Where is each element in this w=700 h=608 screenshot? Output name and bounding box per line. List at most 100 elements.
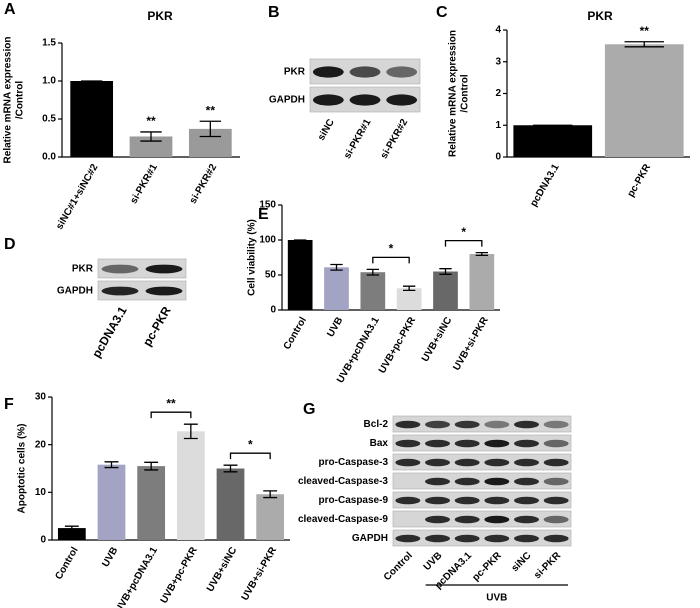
bar (57, 528, 86, 540)
x-tick-label: UVB+siNC (205, 545, 239, 594)
bar (70, 81, 114, 157)
x-tick-label: pc-PKR (626, 162, 654, 199)
y-tick-label: 150 (259, 200, 276, 211)
blot-band (484, 458, 510, 467)
x-tick-label: Control (53, 545, 80, 581)
y-axis-label: /Control (460, 74, 471, 113)
blot-band (543, 439, 569, 448)
error-bar (223, 464, 238, 473)
blot-band (484, 420, 510, 429)
blot-lane-label: pc-PKR (140, 304, 174, 349)
x-tick-label: si-PKR#2 (188, 162, 220, 206)
chart-title: PKR (147, 9, 173, 23)
blot-band (543, 534, 569, 543)
bar (137, 466, 166, 540)
bar (396, 288, 422, 310)
error-bar (64, 525, 79, 531)
blot-band (514, 420, 539, 429)
significance: * (389, 242, 394, 256)
panel-label: C (436, 4, 448, 21)
blot-band (101, 286, 139, 296)
blot-lane-label: pc-PKR (470, 550, 504, 584)
y-tick-label: 1.0 (42, 76, 56, 87)
blot-row-label: cleaved-Caspase-3 (298, 476, 388, 487)
y-tick-label: 100 (259, 235, 276, 246)
y-tick-label: 2 (495, 88, 501, 99)
panel-label: E (258, 206, 269, 223)
blot-lane-label: si-PKR (532, 550, 564, 582)
error-bar (624, 41, 664, 48)
blot-lane-label: UVB (422, 550, 445, 573)
panel-label: D (4, 236, 16, 253)
blot-band (312, 66, 344, 78)
x-tick-label: UVB+siNC (420, 315, 454, 364)
blot-band (543, 477, 569, 486)
error-bar (402, 285, 416, 292)
error-bar (104, 461, 119, 469)
y-tick-label: 4 (495, 25, 501, 36)
blot-band (484, 496, 510, 505)
blot-band (349, 66, 381, 78)
panel-label: F (4, 396, 14, 413)
significance-bracket (444, 239, 483, 247)
error-bar (140, 131, 162, 142)
y-axis-label: Cell viability (%) (247, 219, 258, 296)
blot-band (425, 420, 450, 429)
blot-band (312, 94, 344, 106)
x-tick-label: UVB+pc-PKR (159, 545, 200, 606)
blot-band (386, 66, 418, 78)
blot-band (425, 496, 450, 505)
blot-band (484, 477, 510, 486)
blot-band (543, 515, 569, 524)
blot-lane-label: siNC (510, 550, 534, 574)
significance: * (248, 437, 253, 451)
y-axis-label: Apoptotic cells (%) (17, 423, 28, 513)
axis-line (281, 205, 500, 311)
blot-lane-label: pcDNA3.1 (89, 304, 130, 360)
error-bar (199, 120, 222, 138)
significance: ** (166, 396, 176, 410)
error-bar (183, 423, 198, 440)
panel-label: G (303, 401, 315, 418)
blot-band (514, 477, 539, 486)
x-tick-label: UVB+si-PKR (451, 315, 491, 373)
error-bar (366, 268, 380, 276)
significance-bracket (372, 256, 410, 264)
bar (324, 267, 349, 310)
significance: ** (146, 114, 156, 128)
blot-lane-label: si-PKR#1 (342, 117, 374, 161)
blot-band (454, 515, 480, 524)
bar (469, 254, 495, 310)
blot-band (395, 458, 421, 467)
blot-band (454, 477, 480, 486)
error-bar (330, 263, 343, 271)
bar (256, 494, 285, 540)
blot-row-label: PKR (72, 264, 94, 275)
x-tick-label: si-PKR#1 (128, 162, 160, 206)
y-axis-label: Relative mRNA expression (3, 37, 14, 164)
blot-lane-label: si-PKR#2 (379, 117, 411, 161)
y-tick-label: 3 (495, 56, 501, 67)
blot-band (386, 94, 418, 106)
blot-band (454, 458, 480, 467)
bar (513, 125, 593, 157)
bar (604, 44, 684, 157)
blot-band (101, 264, 139, 274)
blot-band (425, 439, 450, 448)
axis-line (51, 397, 290, 541)
blot-band (454, 439, 480, 448)
blot-band (543, 458, 569, 467)
blot-band (514, 496, 539, 505)
blot-row-label: Bax (370, 438, 389, 449)
blot-band (514, 534, 539, 543)
significance-bracket (229, 452, 271, 460)
y-tick-label: 1.5 (42, 38, 56, 49)
blot-band (484, 515, 510, 524)
x-tick-label: UVB+pc-PKR (377, 315, 418, 376)
blot-row-label: pro-Caspase-3 (319, 457, 389, 468)
significance-bracket (150, 411, 192, 419)
blot-row-label: GAPDH (352, 533, 388, 544)
error-bar (263, 490, 278, 499)
bar (216, 468, 245, 540)
